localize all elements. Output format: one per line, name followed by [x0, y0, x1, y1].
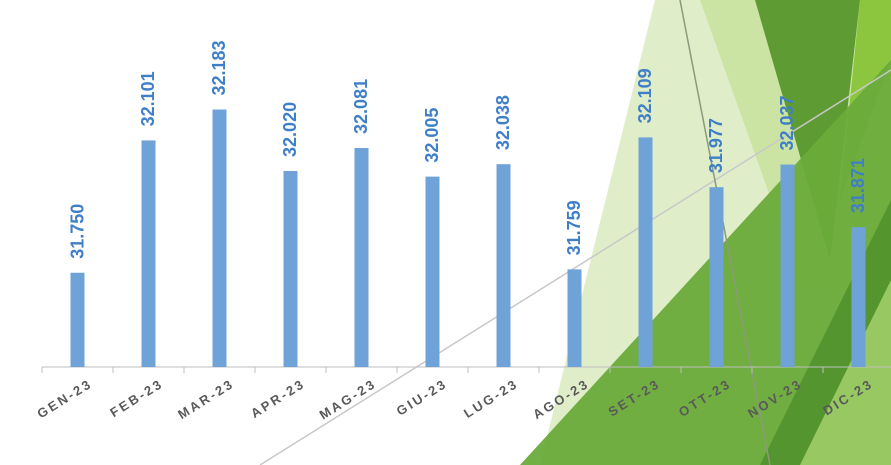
value-label: 32.101: [138, 71, 158, 126]
value-label: 32.020: [280, 102, 300, 157]
value-label: 31.871: [848, 158, 868, 213]
value-label: 32.109: [635, 68, 655, 123]
value-label: 32.038: [493, 95, 513, 150]
x-tick-label: GIU-23: [394, 376, 450, 419]
x-tick-label: APR-23: [248, 376, 308, 421]
value-label: 32.183: [209, 40, 229, 95]
bar: [780, 164, 795, 367]
value-label: 32.037: [777, 95, 797, 150]
bar: [851, 227, 866, 367]
bar: [354, 147, 369, 367]
bar: [638, 137, 653, 367]
background-decoration: [259, 0, 891, 465]
bar: [283, 170, 298, 367]
bar: [70, 272, 85, 367]
x-tick-label: GEN-23: [34, 376, 95, 422]
bar: [496, 164, 511, 367]
x-tick-label: LUG-23: [461, 376, 521, 421]
bar: [425, 176, 440, 367]
value-label: 31.750: [67, 204, 87, 259]
value-label: 32.081: [351, 79, 371, 134]
value-label: 32.005: [422, 108, 442, 163]
bar: [567, 269, 582, 367]
x-tick-label: MAG-23: [317, 376, 379, 423]
value-label: 31.977: [706, 118, 726, 173]
x-tick-label: MAR-23: [175, 376, 237, 422]
bar: [212, 109, 227, 367]
bar: [141, 140, 156, 367]
x-tick-label: FEB-23: [107, 376, 166, 420]
bar: [709, 187, 724, 367]
value-label: 31.759: [564, 200, 584, 255]
